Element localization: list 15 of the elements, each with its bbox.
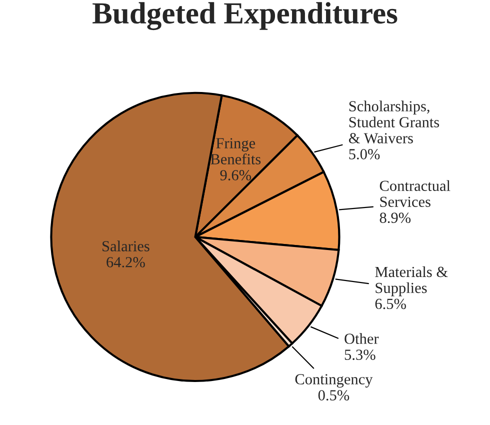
chart-title: Budgeted Expenditures bbox=[92, 2, 398, 30]
data-label: 5.3% bbox=[344, 350, 376, 360]
slice-label: Contingency bbox=[295, 374, 373, 388]
slice-label: Fringe Benefits bbox=[210, 138, 261, 164]
data-label: 64.2% bbox=[106, 257, 145, 268]
slice-label: Scholarships, Student Grants & Waivers bbox=[348, 100, 440, 144]
data-label: 6.5% bbox=[375, 298, 406, 310]
slice-label: Other bbox=[344, 333, 379, 344]
slice-label: Salaries bbox=[102, 240, 150, 252]
data-label: 5.0% bbox=[349, 149, 380, 160]
data-label: 9.6% bbox=[220, 170, 252, 180]
slice-label: Materials & Supplies bbox=[375, 266, 448, 296]
data-label: 8.9% bbox=[380, 212, 411, 224]
data-label: 0.5% bbox=[318, 390, 350, 401]
slice-label: Contractual Services bbox=[380, 180, 450, 207]
